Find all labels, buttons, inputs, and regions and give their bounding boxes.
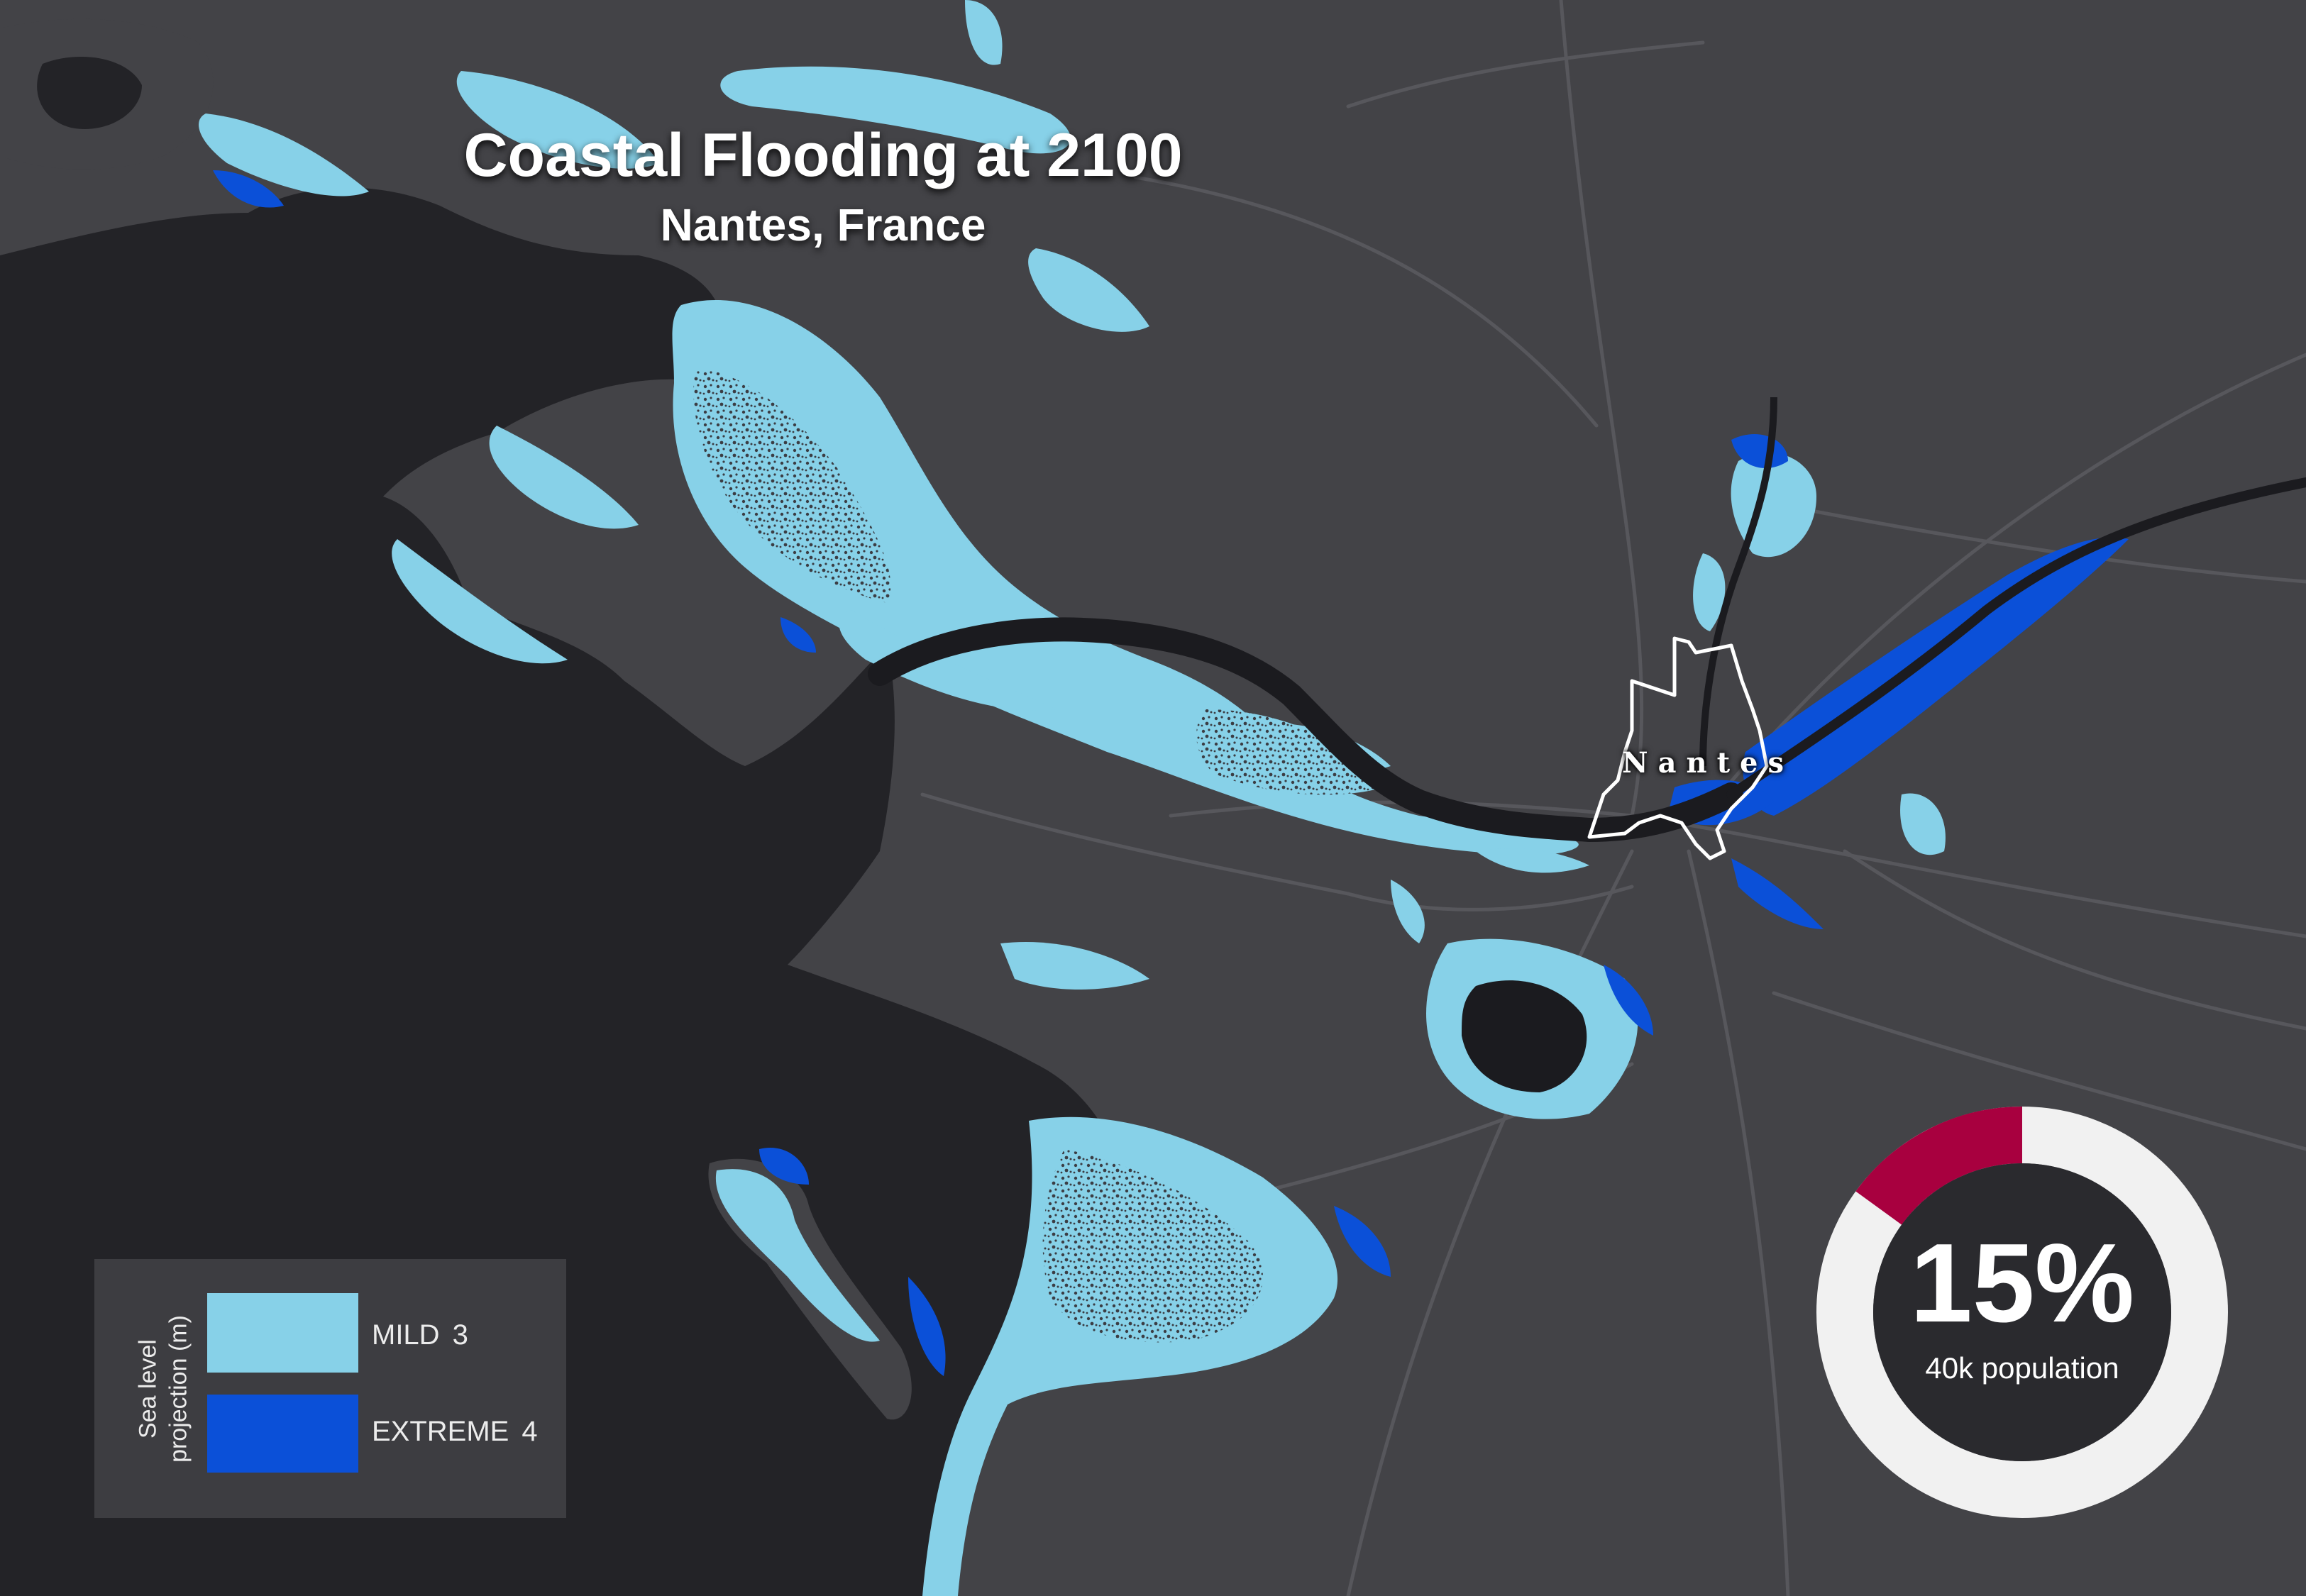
- affected-percent: 15%: [1909, 1221, 2135, 1346]
- legend-swatch-extreme: [207, 1395, 358, 1473]
- legend-axis-line-1: Sea level: [134, 1339, 162, 1439]
- legend-axis-label: Sea level projection (m): [133, 1286, 194, 1492]
- legend-value-extreme: 4: [522, 1416, 538, 1447]
- population-donut: [1816, 1107, 2228, 1518]
- donut-affected-segment: [1855, 1107, 2023, 1226]
- legend-axis-line-2: projection (m): [165, 1315, 192, 1463]
- nantes-boundary: [1587, 636, 1769, 860]
- island-lake: [37, 57, 143, 129]
- city-label-nantes: Nantes: [1622, 746, 1794, 780]
- road-network: [920, 0, 2306, 1596]
- grand-lieu-lake: [1462, 980, 1587, 1092]
- legend-label-mild: MILD: [372, 1319, 440, 1351]
- affected-population: 40k population: [1925, 1351, 2119, 1385]
- map-title: Coastal Flooding at 2100: [463, 121, 1183, 189]
- loire-river-upstream: [1726, 477, 2306, 799]
- legend-item-extreme: EXTREME 4: [372, 1416, 538, 1448]
- donut-center: [1873, 1163, 2171, 1461]
- legend-item-mild: MILD 3: [372, 1319, 468, 1351]
- legend-value-mild: 3: [452, 1319, 468, 1351]
- erdre-river: [1699, 397, 1777, 767]
- flood-zone-urban-texture: [693, 369, 1384, 1343]
- map-subtitle: Nantes, France: [660, 199, 986, 250]
- legend-label-extreme: EXTREME: [372, 1416, 509, 1447]
- legend-swatch-mild: [207, 1293, 358, 1373]
- loire-river: [868, 617, 1743, 843]
- title-block: Coastal Flooding at 2100 Nantes, France: [0, 121, 1646, 253]
